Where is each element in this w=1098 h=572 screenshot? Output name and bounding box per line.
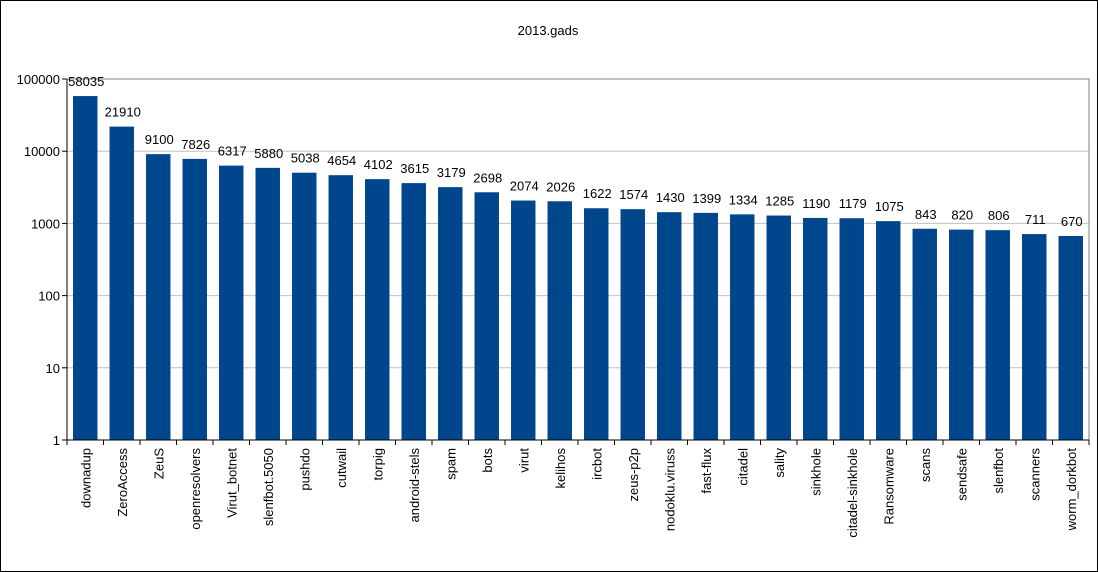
x-tick-label: downadup: [78, 448, 93, 508]
data-label: 4102: [364, 157, 393, 172]
x-tick-label: worm_dorkbot: [1064, 448, 1079, 532]
data-label: 1399: [692, 191, 721, 206]
y-tick-label: 100: [38, 289, 60, 304]
data-label: 3179: [437, 165, 466, 180]
x-tick-label: fast-flux: [699, 448, 714, 494]
bar: [255, 167, 280, 440]
data-label: 2698: [473, 170, 502, 185]
bar: [620, 209, 645, 440]
x-tick-label: kelihos: [553, 448, 568, 489]
bar: [912, 228, 937, 440]
bar: [949, 229, 974, 440]
bar: [219, 165, 244, 440]
y-axis-ticks: 1 10 100 1000 10000 100000: [17, 72, 60, 448]
bar: [693, 212, 718, 440]
bar: [292, 172, 317, 440]
y-tick-label: 1: [53, 433, 60, 448]
data-label: 820: [951, 208, 973, 223]
x-tick-label: zeus-p2p: [626, 448, 641, 501]
data-label: 6317: [218, 144, 247, 159]
bar: [328, 175, 353, 441]
bar: [1058, 235, 1083, 440]
y-tick-label: 10000: [24, 144, 60, 159]
data-label: 21910: [105, 105, 141, 120]
x-tick-label: spam: [443, 448, 458, 480]
x-tick-label: cutwail: [334, 448, 349, 488]
x-tick-label: nodoklu.viruss: [662, 448, 677, 532]
bar: [365, 179, 390, 440]
bar: [109, 126, 134, 440]
data-label: 711: [1025, 212, 1046, 227]
data-label: 2074: [510, 179, 539, 194]
data-label: 2026: [546, 179, 575, 194]
x-tick-label: citadel-sinkhole: [845, 448, 860, 538]
data-label: 5038: [291, 151, 320, 166]
data-label: 3615: [400, 161, 429, 176]
data-label: 1190: [802, 196, 830, 211]
x-tick-label: scans: [918, 448, 933, 482]
x-tick-label: sality: [772, 448, 787, 478]
bar: [511, 200, 536, 440]
data-label: 9100: [145, 132, 174, 147]
axes: [62, 78, 1090, 445]
bar: [839, 218, 864, 440]
bar: [584, 208, 609, 440]
x-tick-label: slenfbot.5050: [261, 448, 276, 526]
x-axis-ticks: downadup ZeroAccess ZeuS openresolvers Virut…: [78, 448, 1079, 538]
data-label: 5880: [254, 146, 283, 161]
y-tick-label: 10: [46, 361, 60, 376]
x-tick-label: sendsafe: [954, 448, 969, 501]
data-label: 1179: [839, 196, 867, 211]
chart-title: 2013.gads: [518, 23, 579, 38]
bars: [73, 96, 1083, 441]
bar: [803, 217, 828, 440]
data-labels: 58035 21910 9100 7826 6317 5880 5038 4654 4102 36…: [68, 74, 1082, 229]
x-tick-label: Ransomware: [881, 448, 896, 525]
bar: [876, 221, 901, 440]
bar: [1022, 234, 1047, 440]
data-label: 1334: [729, 192, 758, 207]
data-label: 1430: [656, 190, 685, 205]
x-tick-label: openresolvers: [188, 448, 203, 530]
data-label: 1622: [583, 186, 612, 201]
bar: [438, 187, 463, 440]
bar: [182, 158, 207, 441]
bar: [730, 214, 755, 440]
bar: [985, 230, 1010, 440]
data-label: 7826: [181, 137, 210, 152]
x-tick-label: bots: [480, 448, 495, 473]
bar: [547, 201, 572, 440]
bar: [401, 183, 426, 440]
x-tick-label: android-stels: [407, 448, 422, 523]
y-tick-label: 100000: [17, 72, 60, 87]
data-label: 806: [988, 208, 1010, 223]
y-tick-label: 1000: [31, 216, 60, 231]
data-label: 58035: [68, 74, 104, 89]
x-tick-label: Virut_botnet: [224, 448, 239, 518]
x-tick-label: ZeuS: [151, 448, 166, 479]
x-tick-label: torpig: [370, 448, 385, 481]
x-tick-label: citadel: [735, 448, 750, 486]
x-tick-label: scanners: [1027, 448, 1042, 501]
data-label: 670: [1061, 214, 1083, 229]
bar: [766, 215, 791, 440]
x-tick-label: pushdo: [297, 448, 312, 491]
x-tick-label: ZeroAccess: [115, 448, 130, 517]
x-tick-label: sinkhole: [808, 448, 823, 496]
data-label: 1574: [619, 187, 648, 202]
data-label: 843: [915, 207, 937, 222]
bar: [146, 154, 171, 440]
x-tick-label: virut: [516, 448, 531, 473]
x-tick-label: slenfbot: [991, 448, 1006, 494]
data-label: 1285: [765, 194, 794, 209]
bar: [657, 212, 682, 440]
data-label: 4654: [327, 153, 356, 168]
bar: [73, 96, 98, 440]
x-tick-label: ircbot: [589, 448, 604, 480]
data-label: 1075: [875, 199, 904, 214]
bar: [474, 192, 499, 440]
